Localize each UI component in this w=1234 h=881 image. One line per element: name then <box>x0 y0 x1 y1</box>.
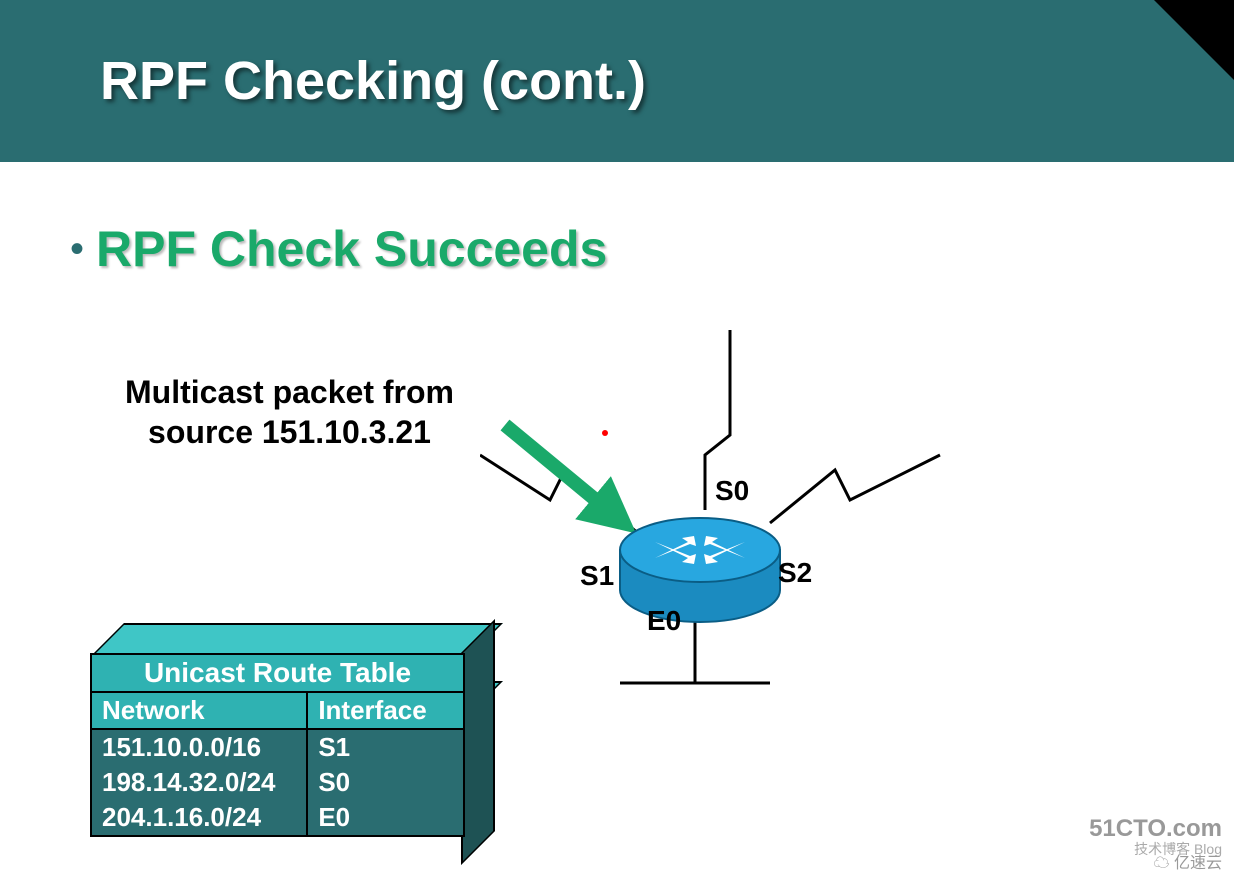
table-row: 204.1.16.0/24E0 <box>91 800 464 836</box>
cloud-icon: ☁ <box>1154 855 1170 872</box>
route-table: Unicast Route Table Network Interface 15… <box>90 653 465 837</box>
table-cell: 198.14.32.0/24 <box>91 765 307 800</box>
packet-label-line2: source 151.10.3.21 <box>148 414 431 450</box>
bullet-text: RPF Check Succeeds <box>96 220 607 278</box>
slide: RPF Checking (cont.) • RPF Check Succeed… <box>0 0 1234 881</box>
table-cell: S0 <box>307 765 464 800</box>
route-table-col-interface: Interface <box>307 692 464 729</box>
table-3d-top <box>90 623 503 657</box>
slide-header: RPF Checking (cont.) <box>0 0 1234 162</box>
slide-title: RPF Checking (cont.) <box>100 50 646 112</box>
table-cell: S1 <box>307 729 464 765</box>
watermark-line3: ☁ 亿速云 <box>1089 856 1222 873</box>
watermark-line1: 51CTO.com <box>1089 816 1222 841</box>
table-cell: 204.1.16.0/24 <box>91 800 307 836</box>
watermark-line2: 技术博客 Blog <box>1089 842 1222 857</box>
interface-label-s1: S1 <box>580 560 614 592</box>
packet-label-line1: Multicast packet from <box>125 374 454 410</box>
interface-label-e0: E0 <box>647 605 681 637</box>
packet-source-label: Multicast packet from source 151.10.3.21 <box>125 372 454 452</box>
interface-label-s2: S2 <box>778 557 812 589</box>
table-row: 198.14.32.0/24S0 <box>91 765 464 800</box>
corner-decoration <box>1154 0 1234 80</box>
watermark: 51CTO.com 技术博客 Blog ☁ 亿速云 <box>1089 816 1222 873</box>
route-table-container: Unicast Route Table Network Interface 15… <box>90 625 465 837</box>
table-3d-side <box>461 619 495 865</box>
interface-label-s0: S0 <box>715 475 749 507</box>
diagram-svg <box>480 325 960 695</box>
route-table-col-network: Network <box>91 692 307 729</box>
table-cell: 151.10.0.0/16 <box>91 729 307 765</box>
bullet-line: • RPF Check Succeeds <box>70 220 607 278</box>
table-cell: E0 <box>307 800 464 836</box>
bullet-dot-icon: • <box>70 227 84 272</box>
table-row: 151.10.0.0/16S1 <box>91 729 464 765</box>
network-diagram: S0 S1 S2 E0 <box>480 325 960 695</box>
route-table-title: Unicast Route Table <box>91 654 464 692</box>
